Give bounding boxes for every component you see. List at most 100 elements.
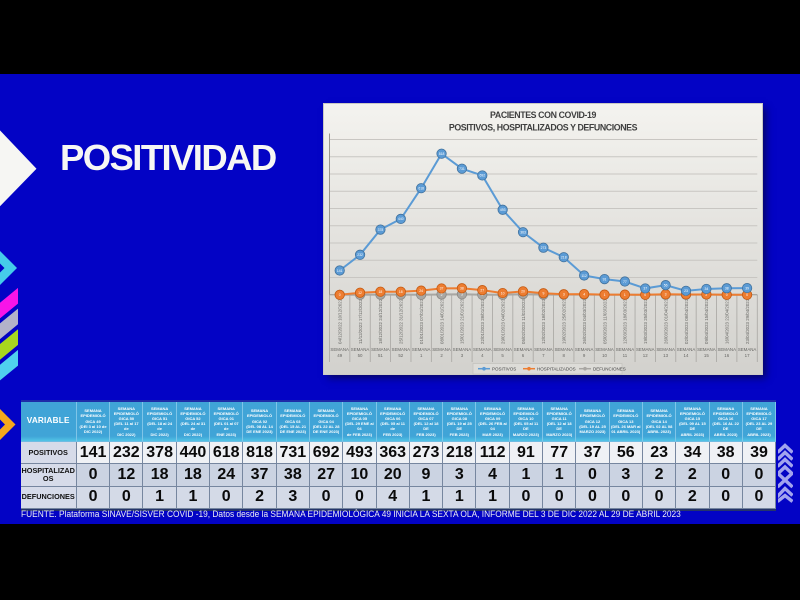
svg-text:15/01/2023 21/01/2023: 15/01/2023 21/01/2023 — [459, 298, 464, 344]
svg-text:18/12/2022 24/12/2022: 18/12/2022 24/12/2022 — [378, 298, 383, 344]
svg-text:12/02/2023 18/02/2023: 12/02/2023 18/02/2023 — [541, 298, 546, 344]
svg-text:49: 49 — [337, 353, 342, 358]
svg-text:16/04/2023 22/04/2023: 16/04/2023 22/04/2023 — [724, 298, 729, 344]
svg-text:10: 10 — [602, 353, 607, 358]
svg-text:77: 77 — [622, 279, 626, 283]
svg-text:34: 34 — [704, 287, 708, 291]
svg-text:23/04/2023 29/04/2023: 23/04/2023 29/04/2023 — [744, 298, 749, 344]
svg-text:12: 12 — [642, 353, 647, 358]
svg-text:493: 493 — [499, 208, 505, 212]
svg-text:SEMANA: SEMANA — [371, 347, 390, 352]
svg-text:SEMANA: SEMANA — [452, 347, 471, 352]
svg-text:22/01/2023 28/01/2023: 22/01/2023 28/01/2023 — [480, 298, 485, 344]
svg-text:26/02/2023 04/03/2023: 26/02/2023 04/03/2023 — [581, 298, 586, 344]
svg-text:14: 14 — [683, 353, 688, 358]
svg-text:38: 38 — [724, 286, 728, 290]
svg-text:SEMANA: SEMANA — [534, 347, 553, 352]
svg-text:SEMANA: SEMANA — [656, 347, 675, 352]
svg-text:3: 3 — [460, 292, 462, 296]
svg-text:SEMANA: SEMANA — [473, 347, 492, 352]
svg-text:1: 1 — [419, 353, 422, 358]
svg-text:29/01/2023 04/02/2023: 29/01/2023 04/02/2023 — [500, 298, 505, 344]
svg-text:SEMANA: SEMANA — [432, 347, 451, 352]
svg-text:DEFUNCIONES: DEFUNCIONES — [593, 366, 626, 371]
svg-text:15: 15 — [703, 353, 708, 358]
svg-text:05/02/2023 11/02/2023: 05/02/2023 11/02/2023 — [520, 298, 525, 343]
svg-text:SEMANA: SEMANA — [676, 347, 695, 352]
svg-text:731: 731 — [459, 167, 465, 171]
svg-text:232: 232 — [357, 253, 363, 257]
svg-text:20: 20 — [521, 289, 525, 293]
svg-text:3: 3 — [460, 353, 463, 358]
svg-text:23: 23 — [684, 289, 688, 293]
svg-text:SEMANA: SEMANA — [615, 347, 634, 352]
svg-text:13: 13 — [663, 353, 668, 358]
svg-text:12: 12 — [358, 291, 362, 295]
svg-text:SEMANA: SEMANA — [350, 347, 369, 352]
svg-text:218: 218 — [560, 255, 566, 259]
svg-text:50: 50 — [357, 353, 362, 358]
svg-text:SEMANA: SEMANA — [737, 347, 756, 352]
svg-text:56: 56 — [663, 283, 667, 287]
svg-text:SEMANA: SEMANA — [574, 347, 593, 352]
svg-text:0: 0 — [746, 293, 748, 297]
svg-text:16: 16 — [724, 353, 729, 358]
svg-text:7: 7 — [542, 353, 545, 358]
svg-text:692: 692 — [479, 173, 485, 177]
svg-text:18: 18 — [378, 290, 382, 294]
svg-text:SEMANA: SEMANA — [595, 347, 614, 352]
svg-text:9: 9 — [542, 291, 544, 295]
svg-text:1: 1 — [603, 292, 605, 296]
svg-text:PACIENTES CON COVID-19: PACIENTES CON COVID-19 — [490, 110, 596, 120]
svg-text:618: 618 — [418, 186, 424, 190]
svg-text:91: 91 — [602, 277, 606, 281]
svg-text:37: 37 — [439, 286, 443, 290]
svg-text:1: 1 — [623, 292, 625, 296]
svg-text:141: 141 — [336, 268, 342, 272]
svg-text:SEMANA: SEMANA — [554, 347, 573, 352]
svg-text:POSITIVOS: POSITIVOS — [492, 366, 516, 371]
svg-text:8: 8 — [562, 353, 565, 358]
svg-text:04/12/2022 10/12/2022: 04/12/2022 10/12/2022 — [337, 298, 342, 344]
svg-text:SEMANA: SEMANA — [697, 347, 716, 352]
svg-text:273: 273 — [540, 246, 546, 250]
svg-text:2: 2 — [440, 292, 442, 296]
svg-text:4: 4 — [583, 292, 585, 296]
svg-text:440: 440 — [397, 217, 403, 221]
svg-text:3: 3 — [664, 292, 666, 296]
svg-text:378: 378 — [377, 227, 383, 231]
svg-text:6: 6 — [521, 353, 524, 358]
svg-text:09/04/2023 15/04/2023: 09/04/2023 15/04/2023 — [704, 298, 709, 344]
svg-text:SEMANA: SEMANA — [513, 347, 532, 352]
svg-text:02/04/2023 08/04/2023: 02/04/2023 08/04/2023 — [683, 298, 688, 344]
svg-text:0: 0 — [338, 293, 340, 297]
svg-text:17: 17 — [744, 353, 749, 358]
svg-text:SEMANA: SEMANA — [411, 347, 430, 352]
svg-text:363: 363 — [520, 230, 526, 234]
svg-text:9: 9 — [582, 353, 585, 358]
svg-text:10: 10 — [500, 291, 504, 295]
svg-text:05/03/2023 11/03/2023: 05/03/2023 11/03/2023 — [602, 298, 607, 343]
svg-text:SEMANA: SEMANA — [717, 347, 736, 352]
svg-text:08/01/2023 14/01/2023: 08/01/2023 14/01/2023 — [439, 298, 444, 344]
svg-text:11/12/2022 17/12/2022: 11/12/2022 17/12/2022 — [357, 298, 362, 343]
svg-text:SEMANA: SEMANA — [391, 347, 410, 352]
svg-text:SEMANA: SEMANA — [493, 347, 512, 352]
svg-text:818: 818 — [438, 152, 444, 156]
svg-text:52: 52 — [398, 353, 403, 358]
svg-text:39: 39 — [745, 286, 749, 290]
svg-text:25/12/2022 31/12/2022: 25/12/2022 31/12/2022 — [398, 298, 403, 344]
svg-text:19/03/2023 25/03/2023: 19/03/2023 25/03/2023 — [643, 298, 648, 344]
svg-text:SEMANA: SEMANA — [330, 347, 349, 352]
svg-text:5: 5 — [501, 353, 504, 358]
svg-text:19/02/2023 25/02/2023: 19/02/2023 25/02/2023 — [561, 298, 566, 344]
svg-text:4: 4 — [481, 353, 484, 358]
svg-text:27: 27 — [480, 288, 484, 292]
svg-text:12/03/2023 18/03/2023: 12/03/2023 18/03/2023 — [622, 298, 627, 344]
svg-text:26/03/2023 01/04/2023: 26/03/2023 01/04/2023 — [663, 298, 668, 344]
svg-text:0: 0 — [725, 293, 727, 297]
svg-text:11: 11 — [622, 353, 627, 358]
svg-text:24: 24 — [419, 288, 423, 292]
svg-text:37: 37 — [643, 286, 647, 290]
svg-text:01/01/2023 07/01/2023: 01/01/2023 07/01/2023 — [418, 298, 423, 344]
